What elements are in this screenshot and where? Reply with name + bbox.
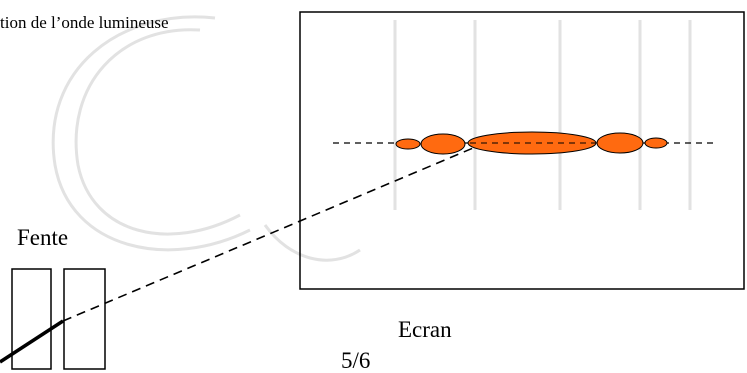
wave-caption: tion de l’onde lumineuse [0, 13, 169, 32]
slit-plate-right [63, 268, 106, 370]
screen-rectangle [299, 11, 745, 290]
incident-beam [0, 319, 64, 364]
fringe-right-1 [596, 132, 644, 154]
screen-label: Ecran [398, 317, 452, 342]
fringe-left-2 [395, 138, 421, 150]
fringe-central [467, 131, 597, 155]
slit-plate-left [11, 268, 52, 370]
fringe-right-2 [644, 137, 668, 149]
diffraction-pattern [395, 131, 668, 155]
page-number: 5/6 [341, 348, 371, 373]
projection-line [62, 142, 486, 322]
slit-label: Fente [17, 225, 69, 250]
fringe-left-1 [420, 133, 466, 155]
